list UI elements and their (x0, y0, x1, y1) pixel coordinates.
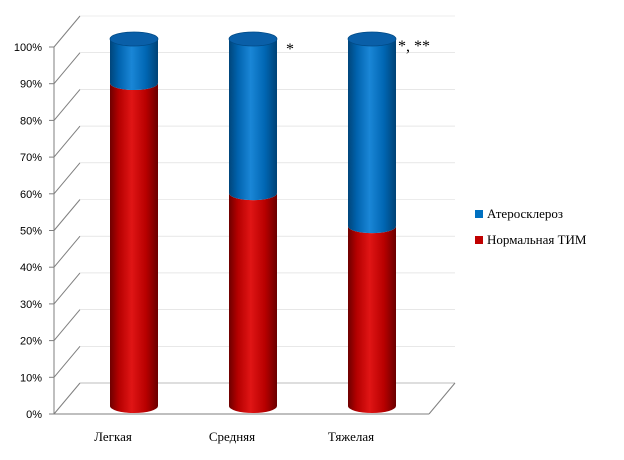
grid-diagonal (53, 309, 81, 341)
bar-segment (229, 193, 277, 413)
grid-diagonal (53, 162, 81, 195)
grid-diagonal (53, 235, 81, 268)
y-tick-label: 70% (20, 152, 42, 164)
y-tick-label: 40% (20, 262, 42, 274)
y-tick-label: 80% (20, 115, 42, 127)
legend-label: Атеросклероз (487, 206, 563, 221)
grid-diagonal (53, 52, 81, 85)
bar-segment (348, 39, 396, 234)
x-tick-label: Средняя (209, 429, 255, 444)
bar-segment (110, 39, 158, 91)
x-axis: Легкая Средняя Тяжелая (94, 429, 374, 444)
bars (109, 31, 397, 413)
significance-annotations: * *, ** (286, 38, 430, 58)
y-tick-label: 50% (20, 226, 42, 238)
legend-swatch (475, 236, 483, 244)
grid-diagonal (53, 125, 81, 158)
grid-diagonal (53, 382, 81, 415)
bar-top-cap (109, 31, 159, 47)
grid-diagonal (53, 345, 81, 378)
y-tick-label: 10% (20, 372, 42, 384)
y-tick-label: 30% (20, 299, 42, 311)
grid-diagonal (53, 89, 81, 121)
bar-segment (229, 39, 277, 201)
grid-diagonal (53, 199, 81, 231)
significance-marker: * (286, 41, 294, 58)
y-tick-label: 100% (14, 42, 42, 54)
x-tick-label: Легкая (94, 429, 132, 444)
bar-top-cap (347, 31, 397, 47)
legend-swatch (475, 210, 483, 218)
grid-diagonal (53, 272, 81, 305)
y-tick-label: 90% (20, 79, 42, 91)
legend: Атеросклероз Нормальная ТИМ (475, 206, 587, 247)
x-tick-label: Тяжелая (328, 429, 374, 444)
legend-label: Нормальная ТИМ (487, 232, 587, 247)
y-tick-label: 0% (26, 409, 42, 421)
y-tick-label: 60% (20, 189, 42, 201)
bar-segment (110, 83, 158, 413)
bar-segment (348, 226, 396, 413)
floor-side-line (428, 382, 456, 415)
bar-top-cap (228, 31, 278, 47)
grid-diagonal (53, 15, 81, 48)
y-axis: 0% 10% 20% 30% 40% 50% 60% 70% 80% 90% 100% (14, 42, 42, 421)
y-tick-label: 20% (20, 336, 42, 348)
significance-marker: *, ** (398, 38, 430, 55)
